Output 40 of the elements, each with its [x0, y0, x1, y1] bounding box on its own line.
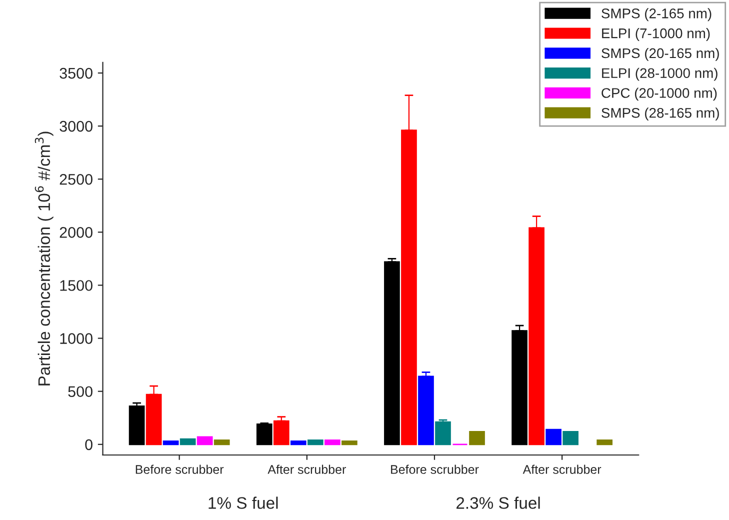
bar [512, 330, 528, 446]
bar [307, 439, 324, 446]
legend-label: SMPS (20-165 nm) [602, 48, 719, 61]
y-tick-label: 1000 [60, 333, 92, 344]
text: 1% S fuel [208, 496, 278, 509]
bar [546, 428, 562, 446]
bar [180, 438, 196, 446]
legend-label: ELPI (28-1000 nm) [602, 68, 718, 81]
x-tick-label: After scrubber [268, 464, 346, 474]
y-tick-label: 0 [85, 439, 92, 450]
y-tick-label: 3500 [60, 68, 92, 79]
y-tick-label: 500 [68, 386, 92, 398]
bar [435, 421, 451, 446]
y-tick-label: 2000 [60, 227, 92, 238]
text: 2.3% S fuel [456, 496, 540, 509]
legend-label: CPC (20-1000 nm) [602, 88, 717, 101]
y-tick-label: 3000 [60, 120, 92, 132]
legend-label: SMPS (28-165 nm) [602, 108, 719, 121]
y-tick-label: 2500 [60, 174, 92, 185]
bar [469, 430, 485, 446]
bar [342, 440, 358, 446]
legend-label: ELPI (7-1000 nm) [602, 28, 710, 41]
bar [324, 439, 340, 446]
bar [562, 430, 578, 446]
bar [162, 440, 179, 446]
bar [273, 420, 290, 446]
legend-label: SMPS (2-165 nm) [602, 8, 712, 22]
x-tick-label: Before scrubber [136, 464, 224, 474]
bar [290, 440, 306, 446]
bar [214, 439, 230, 446]
y-tick-label: 1500 [60, 280, 92, 291]
bar [418, 376, 434, 446]
bar [128, 405, 145, 446]
bar [384, 261, 400, 446]
bar [196, 436, 213, 446]
bar [596, 439, 613, 446]
y-axis-title: Particle concentration ( 10$^{6}$ #/cm$^{3}$) [34, 132, 54, 386]
x-tick-label: After scrubber [522, 464, 602, 474]
bar [256, 424, 272, 446]
x-tick-label: Before scrubber [391, 464, 479, 474]
